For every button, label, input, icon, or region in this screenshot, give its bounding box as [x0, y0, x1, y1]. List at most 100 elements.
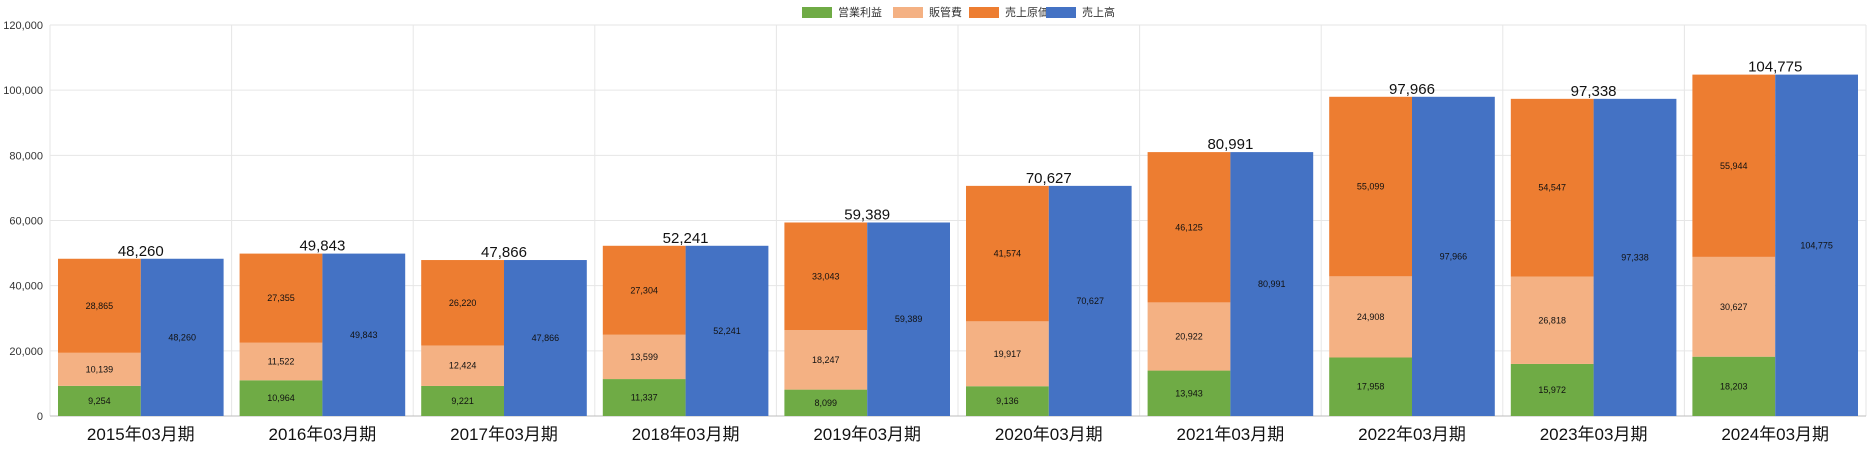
bar-segment: [1692, 256, 1776, 357]
stack-total-label: 47,866: [481, 244, 527, 261]
segment-value-label: 41,574: [994, 249, 1022, 259]
segment-value-label: 10,964: [267, 393, 295, 403]
bar-segment: [1147, 152, 1231, 303]
bar-segment: [58, 258, 141, 353]
legend-label: 営業利益: [838, 5, 882, 19]
x-tick-label: 2022年03月期: [1358, 425, 1466, 444]
bar-segment: [1147, 302, 1231, 371]
x-tick-label: 2023年03月期: [1540, 425, 1648, 444]
legend-swatch: [1046, 7, 1076, 18]
bar-segment: [1510, 98, 1594, 277]
bar-total: [1593, 98, 1677, 417]
segment-value-label: 11,522: [268, 357, 295, 367]
segment-value-label: 12,424: [449, 361, 477, 371]
total-value-label: 49,843: [350, 330, 378, 340]
segment-value-label: 13,943: [1175, 388, 1203, 398]
bar-segment: [421, 385, 504, 416]
bar-segment: [1329, 96, 1412, 277]
segment-value-label: 17,958: [1357, 382, 1385, 392]
y-axis: 0 20,000 40,000 60,000 80,000 100,000 120,000: [3, 20, 43, 423]
legend-label: 売上高: [1082, 5, 1115, 19]
y-tick-label: 60,000: [9, 216, 43, 228]
stack-total-label: 49,843: [299, 238, 345, 255]
bar-segment: [602, 245, 686, 335]
stack-total-label: 59,389: [844, 206, 890, 223]
bar-segment: [966, 386, 1049, 416]
stack-total-label: 80,991: [1207, 136, 1253, 153]
segment-value-label: 55,099: [1357, 182, 1385, 192]
segment-value-label: 13,599: [630, 352, 658, 362]
bar-segment: [58, 352, 141, 386]
segment-value-label: 26,220: [449, 298, 477, 308]
legend-swatch: [893, 7, 923, 18]
y-tick-label: 100,000: [3, 85, 43, 97]
bar-segment: [239, 253, 323, 343]
bar-segment: [58, 385, 141, 416]
segment-value-label: 18,203: [1720, 381, 1748, 391]
total-value-label: 52,241: [713, 326, 741, 336]
y-tick-label: 120,000: [3, 20, 43, 32]
bar-segment: [966, 185, 1049, 322]
bar-segment: [239, 342, 323, 381]
segment-value-label: 15,972: [1538, 385, 1566, 395]
x-tick-label: 2017年03月期: [450, 425, 558, 444]
segment-value-label: 26,818: [1538, 315, 1566, 325]
segment-value-label: 10,139: [86, 364, 114, 374]
segment-value-label: 8,099: [815, 398, 838, 408]
x-axis: 2015年03月期 2016年03月期 2017年03月期 2018年03月期 2019…: [87, 425, 1829, 444]
stack-total-label: 97,966: [1389, 81, 1435, 98]
bar-segment: [1510, 276, 1594, 364]
segment-value-label: 28,865: [86, 301, 114, 311]
legend-label: 販管費: [929, 5, 962, 19]
total-value-label: 70,627: [1076, 296, 1104, 306]
stack-total-label: 70,627: [1026, 170, 1072, 187]
segment-value-label: 24,908: [1357, 312, 1385, 322]
bar-segment: [1692, 74, 1776, 257]
x-tick-label: 2018年03月期: [632, 425, 740, 444]
total-value-label: 48,260: [168, 332, 196, 342]
stack-total-label: 104,775: [1748, 59, 1802, 76]
x-tick-label: 2019年03月期: [813, 425, 921, 444]
bar-segment: [602, 334, 686, 380]
y-tick-label: 80,000: [9, 150, 43, 162]
stack-total-label: 48,260: [118, 243, 164, 260]
bar-total: [1048, 185, 1132, 416]
segment-value-label: 27,304: [630, 285, 658, 295]
total-value-label: 47,866: [532, 333, 560, 343]
bar-total: [140, 258, 224, 416]
x-tick-label: 2024年03月期: [1721, 425, 1829, 444]
bar-total: [504, 260, 587, 416]
legend-swatch: [969, 7, 999, 18]
bar-total: [1412, 96, 1495, 416]
bar-segment: [1147, 370, 1231, 416]
stack-total-label: 97,338: [1571, 83, 1617, 100]
y-tick-label: 0: [37, 411, 43, 423]
bar-total: [322, 253, 406, 416]
x-tick-label: 2021年03月期: [1177, 425, 1285, 444]
bar-segment: [1692, 356, 1776, 416]
bar-total: [867, 222, 950, 416]
bar-total: [1775, 74, 1858, 416]
bar-segment: [966, 321, 1049, 387]
chart-legend: 営業利益 販管費 売上原価 売上高: [802, 5, 1115, 19]
x-tick-label: 2016年03月期: [269, 425, 377, 444]
bar-segment: [421, 345, 504, 386]
segment-value-label: 30,627: [1720, 302, 1748, 312]
segment-value-label: 9,221: [451, 396, 474, 406]
segment-value-label: 20,922: [1175, 331, 1203, 341]
y-tick-label: 40,000: [9, 281, 43, 293]
bar-total: [685, 245, 769, 416]
total-value-label: 97,966: [1440, 251, 1468, 261]
bar-segment: [1329, 357, 1412, 416]
segment-value-label: 9,136: [996, 396, 1019, 406]
bar-segment: [239, 380, 323, 416]
segment-value-label: 55,944: [1720, 161, 1748, 171]
total-value-label: 80,991: [1258, 279, 1286, 289]
x-tick-label: 2015年03月期: [87, 425, 195, 444]
data-labels: 9,254 10,139 28,865 48,260 48,260 10,964 11,52…: [86, 59, 1833, 408]
bars: [58, 74, 1858, 417]
segment-value-label: 9,254: [88, 396, 111, 406]
x-tick-label: 2020年03月期: [995, 425, 1103, 444]
bar-total: [1230, 152, 1314, 417]
